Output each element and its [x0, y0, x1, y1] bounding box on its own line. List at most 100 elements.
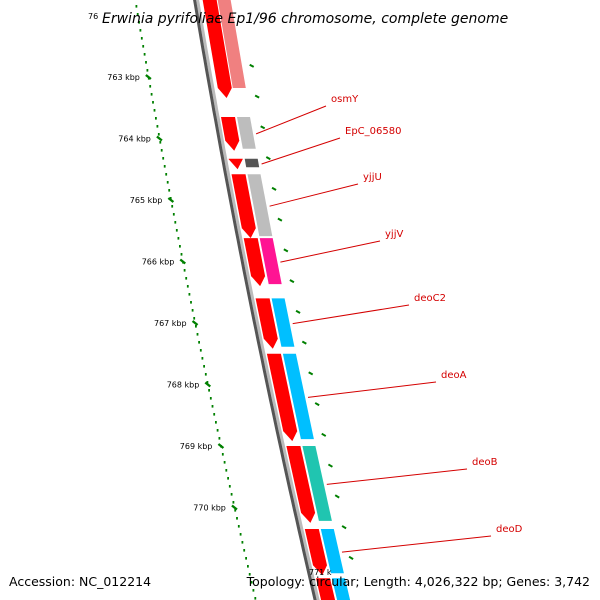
outer-tick — [341, 525, 347, 530]
outer-tick — [260, 125, 266, 130]
gene-feature-deoB[interactable] — [302, 446, 332, 521]
outer-tick — [289, 279, 295, 284]
scale-dot — [237, 525, 240, 528]
scale-dot — [239, 533, 242, 536]
scale-dot — [174, 221, 177, 224]
tick-label: 770 kbp — [193, 504, 226, 513]
scale-dot — [155, 117, 157, 120]
cds-partial-bottom — [316, 578, 336, 600]
tick-label-partial-bottom: 771 k — [309, 568, 332, 577]
scale-dot — [188, 293, 191, 296]
cds-arrow-osmY[interactable] — [221, 117, 240, 151]
gene-feature-deoD[interactable] — [320, 529, 344, 574]
scale-dot — [190, 301, 192, 304]
scale-dot — [247, 565, 249, 568]
gene-feature-deoA[interactable] — [282, 353, 314, 440]
scale-dot — [204, 373, 207, 376]
gene-partial-top — [217, 0, 246, 88]
scale-dot — [166, 181, 169, 184]
tick-label: 765 kbp — [130, 196, 163, 205]
scale-dot — [241, 541, 244, 544]
outer-tick — [301, 340, 307, 345]
cds-arrow-deoD[interactable] — [304, 529, 327, 576]
scale-dot — [230, 493, 233, 496]
scale-dot — [179, 245, 181, 248]
leader-line-deoC2 — [292, 304, 410, 325]
major-tick — [204, 381, 212, 388]
major-tick — [145, 74, 152, 80]
tick-label: 768 kbp — [167, 381, 200, 390]
gene-label-deoB[interactable]: deoB — [472, 457, 498, 468]
scale-dot — [225, 469, 228, 472]
tick-label: 763 kbp — [107, 73, 140, 82]
major-tick — [191, 320, 199, 326]
tick-label: 767 kbp — [154, 319, 187, 328]
outer-tick — [314, 402, 320, 407]
leader-line-deoD — [341, 535, 492, 553]
scale-dot — [252, 589, 255, 592]
scale-dot — [227, 477, 229, 480]
gene-feature-osmY[interactable] — [237, 117, 256, 149]
outer-tick — [308, 371, 314, 376]
outer-tick — [348, 555, 354, 560]
backbone-line — [193, 0, 317, 600]
leader-line-yjjV — [280, 240, 381, 263]
gene-feature-yjjV[interactable] — [259, 238, 282, 285]
cds-arrow-yjjV[interactable] — [243, 238, 266, 287]
scale-dot — [213, 413, 216, 416]
gene-label-deoD[interactable]: deoD — [496, 524, 523, 535]
scale-dot — [191, 309, 194, 312]
scale-dot — [201, 357, 204, 360]
gene-label-deoA[interactable]: deoA — [441, 370, 467, 381]
scale-dot — [236, 517, 238, 520]
cds-arrow-EpC_06580[interactable] — [228, 158, 243, 170]
scale-dot — [168, 189, 171, 192]
gene-label-deoC2[interactable]: deoC2 — [414, 293, 446, 304]
gene-label-yjjU[interactable]: yjjU — [363, 172, 382, 183]
cds-arrow-yjjU[interactable] — [231, 174, 256, 239]
gene-features — [202, 0, 351, 600]
scale-dot — [162, 157, 165, 160]
scale-dot — [232, 501, 235, 504]
cds-arrow-deoA[interactable] — [266, 353, 298, 442]
scale-dot — [145, 61, 147, 64]
backbone-shadow — [196, 0, 320, 600]
major-tick — [217, 443, 225, 449]
scale-dot — [193, 317, 196, 320]
scale-dot — [215, 421, 217, 424]
tick-label: 769 kbp — [180, 442, 213, 451]
cds-arrow-deoB[interactable] — [286, 446, 316, 523]
scale-dot — [142, 45, 145, 48]
outer-tick — [334, 494, 340, 499]
cds-arrow-deoC2[interactable] — [255, 298, 278, 349]
outer-tick — [265, 156, 271, 161]
scale-dot — [153, 109, 156, 112]
scale-dot — [156, 125, 159, 128]
scale-dot — [250, 581, 253, 584]
scale-dot — [169, 197, 172, 200]
map-title: Erwinia pyrifoliae Ep1/96 chromosome, co… — [102, 11, 508, 27]
gene-label-yjjV[interactable]: yjjV — [385, 229, 403, 240]
scale-dot — [135, 5, 138, 8]
scale-dot — [163, 165, 166, 168]
gene-feature-EpC_06580[interactable] — [244, 158, 260, 168]
scale-dot — [139, 29, 142, 32]
scale-dot — [171, 205, 174, 208]
scale-dot — [223, 461, 226, 464]
scale-dot — [185, 277, 188, 280]
gene-feature-deoC2[interactable] — [271, 298, 295, 347]
outer-tick — [327, 463, 333, 468]
outer-tick — [295, 309, 301, 314]
gene-label-EpC_06580[interactable]: EpC_06580 — [345, 126, 401, 137]
gene-feature-yjjU[interactable] — [247, 174, 273, 237]
tick-label-partial-top: 76 — [88, 12, 98, 21]
gene-label-osmY[interactable]: osmY — [331, 94, 359, 105]
outer-tick — [271, 186, 277, 191]
leader-line-deoA — [307, 381, 437, 398]
leader-line-EpC_06580 — [261, 137, 341, 165]
leader-line-osmY — [255, 105, 327, 135]
scale-dot — [186, 285, 189, 288]
scale-dot — [195, 325, 197, 328]
scale-dot — [248, 573, 251, 576]
